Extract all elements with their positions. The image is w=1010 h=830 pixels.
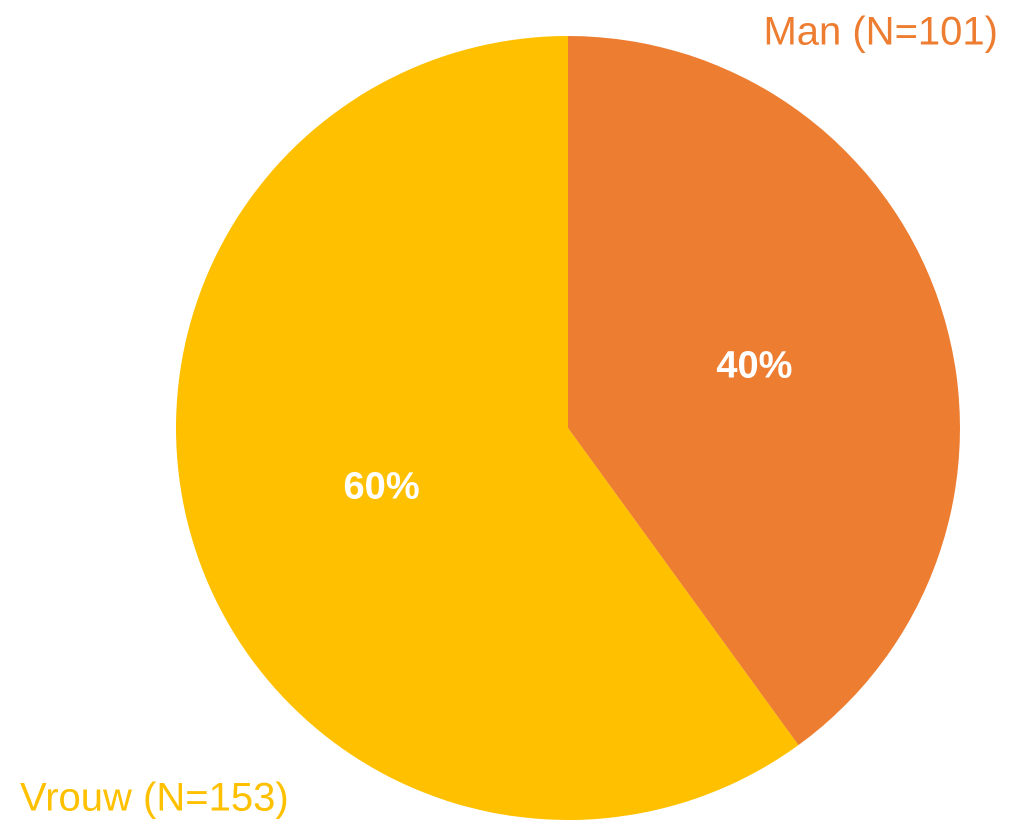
value-label: 40% [716, 344, 792, 386]
category-label: Man (N=101) [763, 10, 998, 54]
category-label: Vrouw (N=153) [20, 776, 289, 820]
pie-slice [175, 36, 799, 820]
value-label: 60% [344, 466, 420, 508]
pie-slice [568, 36, 960, 746]
